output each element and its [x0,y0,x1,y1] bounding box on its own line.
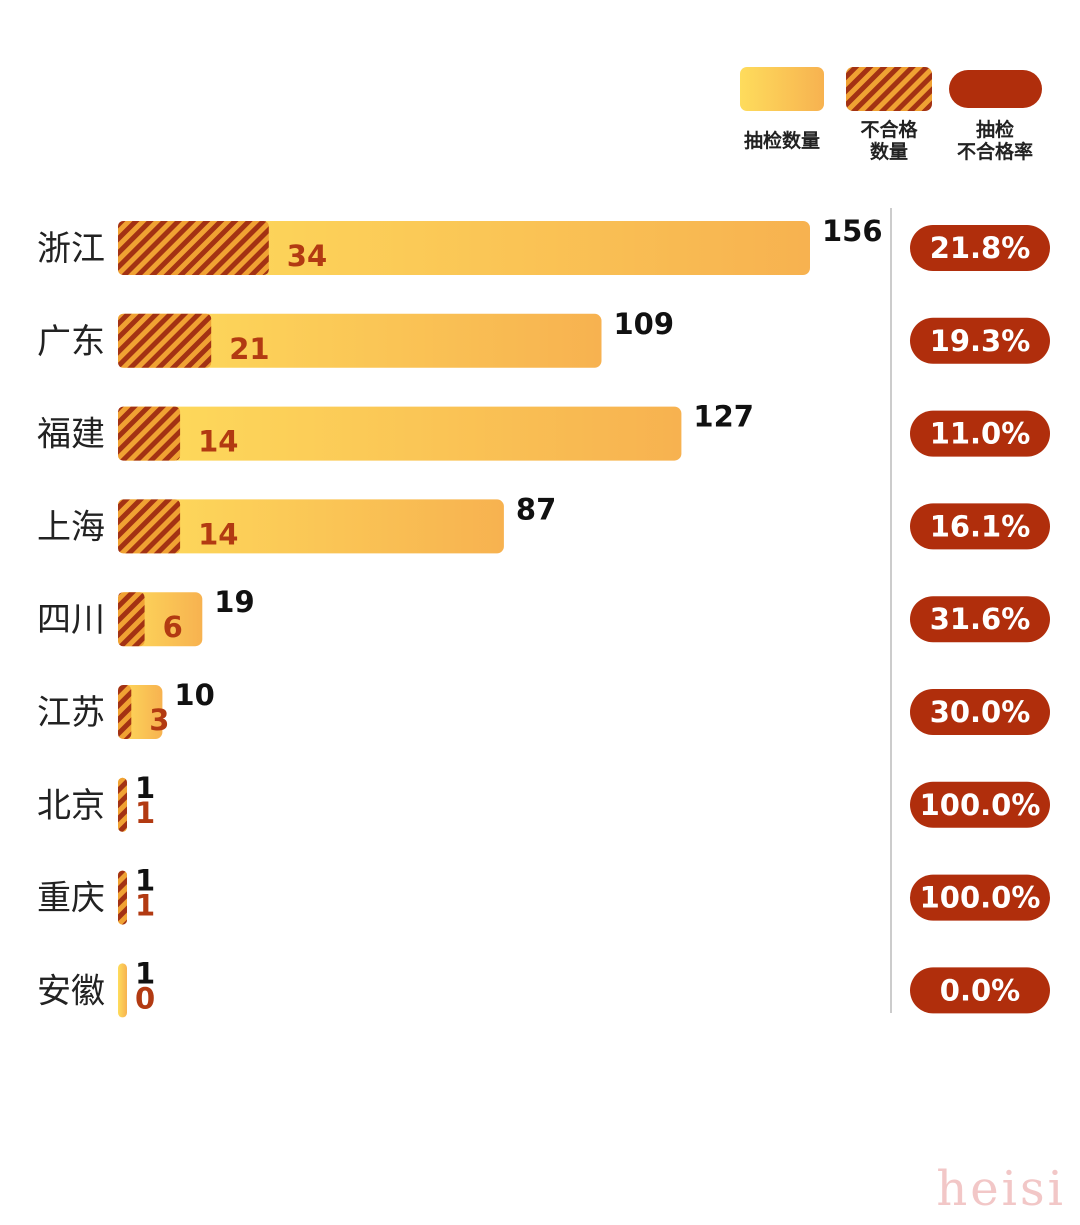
category-label: 浙江 [37,229,105,269]
bar-sample [118,313,602,368]
fail-value-label: 6 [163,610,183,644]
total-value-label: 1 [135,771,155,805]
rate-pill [910,874,1050,921]
bar-fail [118,406,181,461]
chart-row: 福建 14 127 11.0% [37,400,1050,461]
category-label: 四川 [37,600,105,640]
bar-fail [118,685,132,739]
fail-value-label: 14 [198,517,238,551]
category-label: 江苏 [37,693,105,733]
legend-swatch-fail [846,67,932,111]
fail-value-label: 34 [287,239,327,273]
legend-label-sample: 抽检数量 [744,129,820,152]
chart-row: 北京 11 100.0% [37,771,1050,832]
legend-swatch-sample [740,67,824,111]
rate-label: 100.0% [920,788,1041,822]
total-value-label: 156 [822,214,883,248]
rate-label: 11.0% [930,417,1031,451]
rate-pill [910,225,1050,271]
legend-swatch-rate [949,70,1042,108]
category-label: 重庆 [37,879,105,919]
bar-fail [118,592,145,647]
rate-pill [910,596,1050,643]
rate-pill [910,689,1050,735]
legend-label-fail-line1: 不合格 [860,118,918,141]
bar-fail [118,777,127,832]
category-label: 安徽 [37,971,105,1011]
rate-pill [910,967,1050,1014]
category-label: 北京 [37,786,105,826]
bar-sample [118,963,127,1018]
bar-sample [118,221,810,275]
rate-pill [910,503,1050,550]
rate-label: 0.0% [940,973,1020,1007]
chart-row: 浙江 34 156 21.8% [37,214,1050,275]
legend-label-rate-line2: 不合格率 [957,140,1033,163]
rate-pill [910,410,1050,457]
total-value-label: 10 [174,678,214,712]
legend-label-rate-line1: 抽检 [976,118,1014,141]
total-value-label: 87 [516,492,556,526]
bar-fail [118,499,181,554]
rate-pill [910,781,1050,828]
total-value-label: 1 [135,864,155,898]
fail-value-label: 14 [198,425,238,459]
rate-label: 19.3% [930,324,1031,358]
bar-sample [118,406,682,461]
rate-label: 30.0% [930,695,1031,729]
category-label: 上海 [37,507,105,547]
chart-row: 重庆 11 100.0% [37,864,1050,925]
rate-label: 100.0% [920,881,1041,915]
total-value-label: 109 [614,307,675,341]
fail-value-label: 1 [135,889,155,923]
bar-sample [118,499,504,554]
rate-label: 21.8% [930,231,1031,265]
chart-row: 安徽 01 0.0% [37,956,1050,1018]
total-value-label: 19 [214,585,254,619]
chart-rows: 浙江 34 156 21.8% 广东 21 109 19.3% 福建 14 127 11.0% 上海 14… [37,214,1050,1018]
watermark: heisi [936,1161,1066,1217]
chart-row: 上海 14 87 16.1% [37,492,1050,554]
rate-pill [910,317,1050,364]
chart-row: 四川 6 19 31.6% [37,585,1050,647]
category-label: 广东 [37,322,105,362]
bar-fail [118,221,269,275]
fail-value-label: 21 [229,332,269,366]
chart-row: 广东 21 109 19.3% [37,307,1050,368]
chart-row: 江苏 310 30.0% [37,678,1050,739]
fail-value-label: 0 [135,981,155,1015]
fail-value-label: 3 [149,703,169,737]
bar-fail [118,313,212,368]
rate-label: 31.6% [930,602,1031,636]
category-label: 福建 [37,415,105,455]
total-value-label: 127 [693,400,754,434]
legend: 抽检数量 不合格 数量 抽检 不合格率 [740,67,1042,163]
legend-label-fail-line2: 数量 [870,140,908,163]
total-value-label: 1 [135,956,155,990]
bar-fail [118,870,127,925]
rate-label: 16.1% [930,509,1031,543]
fail-value-label: 1 [135,796,155,830]
